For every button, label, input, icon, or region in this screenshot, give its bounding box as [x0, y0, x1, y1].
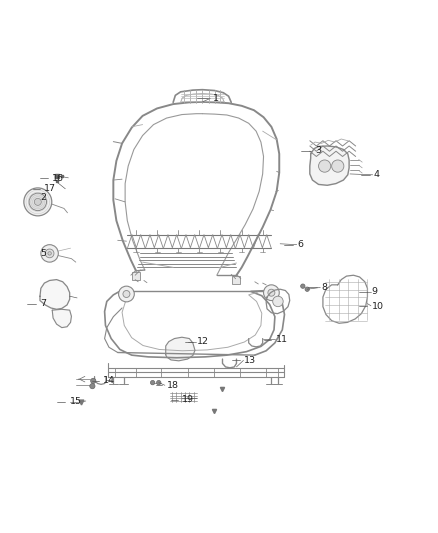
Circle shape — [45, 249, 54, 258]
Circle shape — [318, 160, 331, 172]
Circle shape — [268, 289, 275, 296]
Circle shape — [300, 284, 305, 288]
Circle shape — [48, 252, 51, 255]
Circle shape — [34, 198, 41, 205]
Polygon shape — [310, 146, 349, 185]
Text: 12: 12 — [197, 337, 209, 346]
Text: 15: 15 — [70, 397, 81, 406]
Circle shape — [156, 381, 161, 385]
Circle shape — [91, 378, 96, 384]
Text: 9: 9 — [372, 287, 378, 296]
Text: 10: 10 — [372, 302, 384, 311]
Text: 18: 18 — [166, 381, 179, 390]
Text: 11: 11 — [276, 335, 288, 344]
Text: 13: 13 — [244, 356, 256, 365]
Circle shape — [119, 286, 134, 302]
Text: 16: 16 — [52, 174, 64, 183]
Text: 6: 6 — [297, 240, 304, 249]
Text: 7: 7 — [40, 299, 46, 308]
Bar — [132, 272, 140, 280]
Text: 4: 4 — [374, 171, 380, 179]
Text: 2: 2 — [40, 193, 46, 202]
Circle shape — [29, 193, 46, 211]
Text: 8: 8 — [321, 283, 328, 292]
Circle shape — [305, 287, 309, 292]
Bar — [232, 276, 240, 284]
Text: 1: 1 — [212, 94, 219, 103]
Circle shape — [24, 188, 52, 216]
Circle shape — [90, 384, 95, 389]
Text: 5: 5 — [40, 249, 46, 258]
Circle shape — [41, 245, 58, 262]
Text: 19: 19 — [182, 395, 194, 404]
Circle shape — [332, 160, 344, 172]
Polygon shape — [166, 337, 195, 361]
Text: 3: 3 — [315, 146, 321, 155]
Circle shape — [273, 296, 283, 306]
Circle shape — [150, 381, 155, 385]
Polygon shape — [40, 280, 70, 309]
Circle shape — [123, 290, 130, 297]
Circle shape — [264, 285, 279, 301]
Text: 14: 14 — [103, 376, 115, 385]
Polygon shape — [52, 309, 71, 328]
Text: 17: 17 — [44, 184, 57, 193]
